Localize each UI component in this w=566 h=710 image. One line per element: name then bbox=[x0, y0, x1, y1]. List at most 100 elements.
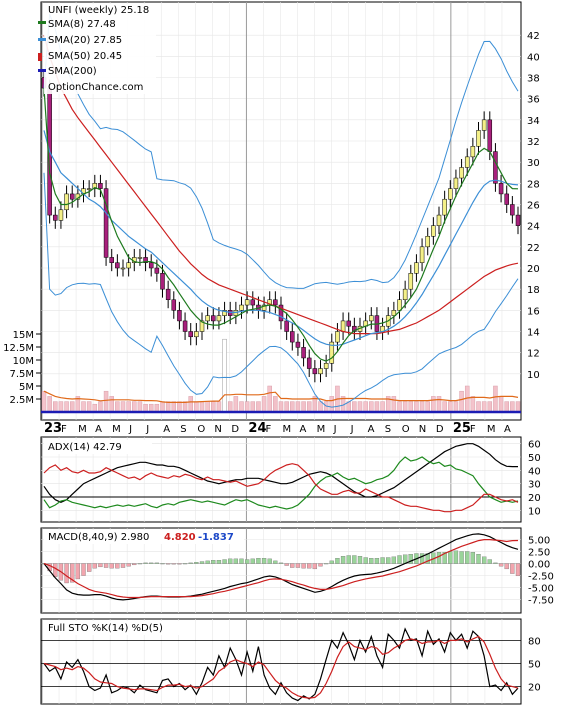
volume-bar-77 bbox=[476, 401, 481, 413]
adx-tick-label-5: 60 bbox=[528, 440, 541, 451]
candle-body-52 bbox=[335, 331, 340, 343]
price-tick-label-10: 30 bbox=[527, 158, 540, 169]
price-tick-label-7: 24 bbox=[527, 222, 540, 233]
sma8-line bbox=[43, 88, 519, 362]
volume-bar-51 bbox=[329, 396, 335, 413]
candle-body-45 bbox=[295, 341, 301, 348]
candle-body-11 bbox=[103, 188, 109, 258]
x-tick-label-0: 23 bbox=[44, 421, 62, 436]
macd-histogram-bar-70 bbox=[436, 552, 442, 564]
volume-bar-71 bbox=[442, 401, 447, 413]
candle-body-69 bbox=[431, 225, 436, 237]
volume-bar-63 bbox=[397, 401, 402, 413]
candle-body-42 bbox=[278, 304, 284, 322]
candle-body-82 bbox=[504, 193, 509, 205]
x-tick-label-7: A bbox=[163, 424, 170, 435]
x-tick-label-21: O bbox=[402, 424, 410, 435]
macd-title-bg bbox=[44, 530, 244, 544]
volume-bar-64 bbox=[402, 401, 408, 413]
x-tick-label-14: M bbox=[283, 424, 292, 435]
candle-body-73 bbox=[453, 177, 459, 189]
candle-body-80 bbox=[493, 151, 498, 184]
macd-histogram-bar-8 bbox=[86, 563, 92, 572]
macd-histogram-bar-6 bbox=[75, 563, 81, 580]
macd-histogram-bar-34 bbox=[233, 558, 239, 564]
candle-body-26 bbox=[188, 331, 193, 338]
candle-body-44 bbox=[290, 331, 295, 343]
candle-body-43 bbox=[284, 320, 289, 332]
candle-body-66 bbox=[414, 262, 419, 274]
macd-histogram-bar-26 bbox=[188, 562, 193, 564]
adx-tick-label-4: 50 bbox=[528, 453, 541, 464]
adx-series-1 bbox=[43, 456, 519, 510]
macd-histogram-bar-74 bbox=[459, 551, 464, 564]
candle-body-10 bbox=[98, 183, 103, 189]
watermark: OptionChance.com bbox=[48, 82, 143, 93]
volume-bar-30 bbox=[211, 401, 216, 413]
volume-bar-39 bbox=[261, 396, 267, 413]
volume-tick-label-3: 10M bbox=[13, 356, 34, 367]
macd-histogram-bar-13 bbox=[115, 563, 120, 569]
macd-histogram-bar-31 bbox=[216, 560, 222, 564]
volume-bar-75 bbox=[464, 385, 470, 413]
x-tick-label-17: J bbox=[333, 424, 337, 435]
candle-body-68 bbox=[425, 236, 430, 248]
volume-bar-25 bbox=[182, 401, 188, 413]
x-tick-label-8: S bbox=[180, 424, 186, 435]
volume-bar-0 bbox=[41, 390, 47, 413]
bollinger-upper-band bbox=[43, 13, 519, 289]
volume-bar-67 bbox=[419, 401, 425, 413]
macd-tick-label-5: -7.50 bbox=[528, 595, 554, 606]
adx-title: ADX(14) 42.79 bbox=[48, 442, 122, 453]
macd-histogram-bar-71 bbox=[442, 552, 447, 564]
volume-bar-32 bbox=[222, 338, 227, 413]
candle-body-58 bbox=[369, 315, 374, 322]
macd-histogram-bar-24 bbox=[177, 563, 182, 565]
macd-histogram-bar-9 bbox=[92, 563, 97, 569]
x-tick-label-13: F bbox=[265, 424, 271, 435]
volume-bar-11 bbox=[103, 390, 109, 413]
volume-tick-label-0: 2.5M bbox=[9, 395, 34, 406]
candle-body-41 bbox=[273, 299, 278, 306]
x-tick-label-19: A bbox=[368, 424, 375, 435]
candle-body-72 bbox=[448, 188, 453, 200]
macd-histogram-bar-22 bbox=[165, 563, 171, 565]
macd-histogram-bar-18 bbox=[143, 562, 148, 564]
price-tick-label-1: 12 bbox=[527, 349, 540, 360]
macd-tick-label-2: 0.00 bbox=[528, 560, 550, 571]
volume-bar-31 bbox=[216, 401, 222, 413]
candle-body-21 bbox=[160, 273, 165, 290]
macd-histogram-bar-5 bbox=[70, 563, 75, 583]
volume-bar-12 bbox=[109, 396, 114, 413]
macd-histogram-bar-58 bbox=[369, 558, 374, 564]
macd-histogram-bar-35 bbox=[239, 558, 244, 564]
volume-bar-83 bbox=[510, 401, 515, 413]
macd-histogram-bar-59 bbox=[374, 558, 380, 564]
macd-histogram-bar-33 bbox=[228, 558, 233, 564]
candle-body-4 bbox=[64, 193, 69, 211]
macd-histogram-bar-44 bbox=[290, 563, 295, 568]
x-tick-label-2: M bbox=[78, 424, 87, 435]
adx-tick-label-2: 30 bbox=[528, 480, 541, 491]
volume-bar-14 bbox=[120, 401, 126, 413]
price-tick-label-2: 14 bbox=[527, 328, 540, 339]
macd-tick-label-3: -2.50 bbox=[528, 572, 554, 583]
candle-body-78 bbox=[481, 119, 487, 131]
sto-tick-label-2: 80 bbox=[528, 636, 541, 647]
volume-bar-34 bbox=[233, 396, 239, 413]
macd-histogram-bar-37 bbox=[250, 558, 255, 564]
volume-bar-46 bbox=[301, 401, 306, 413]
macd-histogram-bar-67 bbox=[419, 553, 425, 564]
candle-body-47 bbox=[306, 357, 312, 369]
volume-bar-16 bbox=[132, 401, 137, 413]
x-tick-label-20: S bbox=[385, 424, 391, 435]
legend-swatch-sma200 bbox=[38, 69, 46, 72]
macd-histogram-bar-81 bbox=[498, 563, 504, 567]
candle-body-12 bbox=[109, 257, 114, 263]
price-tick-label-16: 42 bbox=[527, 31, 540, 42]
x-tick-label-22: N bbox=[419, 424, 426, 435]
sto-title-bg bbox=[44, 621, 194, 635]
legend-sma50: SMA(50) 20.45 bbox=[48, 51, 122, 62]
volume-bar-42 bbox=[278, 401, 284, 413]
